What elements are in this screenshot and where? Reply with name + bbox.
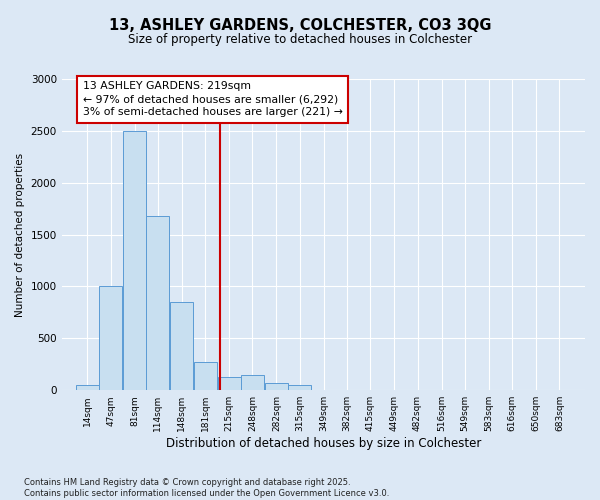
Bar [265, 383, 288, 390]
X-axis label: Distribution of detached houses by size in Colchester: Distribution of detached houses by size … [166, 437, 481, 450]
Bar [194, 362, 217, 390]
Bar [146, 216, 169, 390]
Text: 13, ASHLEY GARDENS, COLCHESTER, CO3 3QG: 13, ASHLEY GARDENS, COLCHESTER, CO3 3QG [109, 18, 491, 32]
Y-axis label: Number of detached properties: Number of detached properties [15, 152, 25, 316]
Bar [76, 385, 99, 390]
Bar [123, 131, 146, 390]
Bar [170, 302, 193, 390]
Bar [288, 385, 311, 390]
Bar [99, 286, 122, 390]
Bar [218, 376, 241, 390]
Text: Size of property relative to detached houses in Colchester: Size of property relative to detached ho… [128, 32, 472, 46]
Text: 13 ASHLEY GARDENS: 219sqm
← 97% of detached houses are smaller (6,292)
3% of sem: 13 ASHLEY GARDENS: 219sqm ← 97% of detac… [83, 81, 343, 118]
Bar [241, 374, 264, 390]
Text: Contains HM Land Registry data © Crown copyright and database right 2025.
Contai: Contains HM Land Registry data © Crown c… [24, 478, 389, 498]
